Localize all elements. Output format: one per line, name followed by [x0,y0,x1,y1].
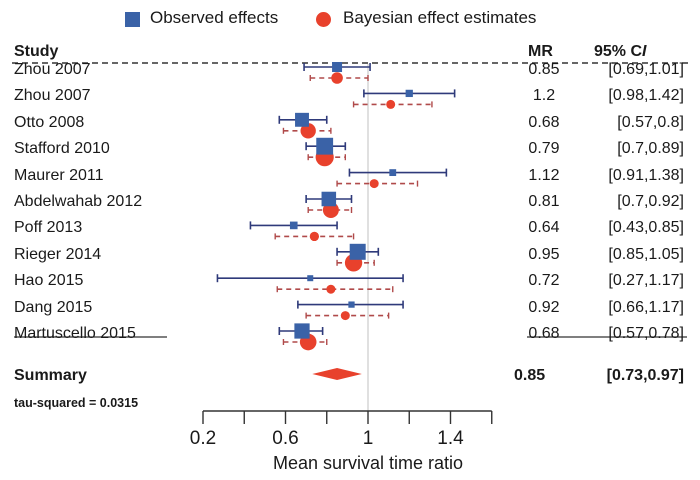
study-marks [305,191,353,218]
summary-diamond [312,368,362,380]
observed-estimate-point [389,169,397,177]
study-name: Otto 2008 [14,113,85,131]
observed-estimate-point [348,301,355,308]
study-name: Maurer 2011 [14,166,104,184]
observed-estimate-point [349,243,366,260]
legend-observed-label: Observed effects [150,8,279,27]
bayes-estimate-point [300,123,316,139]
bayes-estimate-point [386,99,396,109]
header-study: Study [14,43,59,60]
x-tick-label: 1.4 [437,428,464,449]
study-mr: 0.92 [528,298,560,316]
header-ci: 95% CI [594,43,647,60]
study-ci: [0.85,1.05] [608,245,684,263]
study-ci: [0.43,0.85] [608,219,684,237]
study-ci: [0.7,0.92] [617,193,684,210]
study-marks [249,221,355,242]
observed-estimate-point [316,137,334,155]
study-name: Stafford 2010 [14,140,110,158]
study-mr: 1.2 [532,87,556,105]
summary-ci: [0.73,0.97] [606,367,684,384]
observed-estimate-point [405,89,413,98]
study-mr: 0.64 [528,219,560,237]
study-mr: 0.81 [528,193,560,210]
study-ci: [0.7,0.89] [617,140,684,158]
study-marks [278,112,332,139]
study-marks [216,274,404,294]
x-tick-label: 0.6 [272,428,299,449]
study-name: Martuscello 2015 [14,325,136,342]
study-ci: [0.27,1.17] [608,272,684,290]
study-marks [352,89,456,109]
x-tick-label: 1 [362,428,374,449]
study-name: Poff 2013 [14,219,83,237]
study-mr: 0.79 [528,140,560,158]
study-mr: 0.95 [528,245,560,263]
study-marks [278,323,328,351]
study-mr: 0.68 [528,325,560,342]
study-name: Rieger 2014 [14,245,102,263]
study-ci: [0.98,1.42] [608,87,684,105]
study-marks [297,300,404,321]
summary-mr: 0.85 [514,367,546,384]
x-axis-label: Mean survival time ratio [272,453,464,473]
study-name: Hao 2015 [14,272,84,290]
study-ci: [0.69,1.01] [608,61,684,78]
study-mr: 0.72 [528,272,560,290]
header-mr: MR [528,43,553,60]
study-marks [336,168,448,189]
observed-estimate-point [332,62,343,72]
study-name: Zhou 2007 [14,87,91,105]
study-mr: 0.85 [528,61,560,78]
legend-bayesian-label: Bayesian effect estimates [343,8,537,27]
observed-estimate-point [295,112,309,127]
bayes-estimate-point [309,231,320,242]
observed-estimate-point [289,221,298,230]
study-marks [303,62,371,84]
observed-estimate-point [307,275,314,282]
study-ci: [0.57,0.8] [617,113,684,131]
bayes-estimate-point [340,311,350,321]
study-ci: [0.91,1.38] [608,166,684,184]
bayes-estimate-point [331,72,343,84]
legend-bayesian-marker [316,12,331,27]
tau-squared: tau-squared = 0.0315 [14,396,139,410]
study-mr: 1.12 [528,166,560,184]
study-name: Dang 2015 [14,298,93,316]
study-name: Abdelwahab 2012 [14,193,143,210]
bayes-estimate-point [326,284,336,294]
study-mr: 0.68 [528,113,560,131]
x-tick-label: 0.2 [189,428,217,449]
study-ci: [0.57,0.78] [608,325,684,342]
observed-estimate-point [321,191,337,207]
bayes-estimate-point [369,179,379,189]
summary-label: Summary [14,367,87,384]
study-marks [336,243,380,272]
study-marks [305,137,347,167]
observed-estimate-point [294,323,310,339]
legend: Observed effects Bayesian effect estimat… [0,6,700,30]
study-ci: [0.66,1.17] [608,298,684,316]
study-name: Zhou 2007 [14,61,91,78]
legend-observed-marker [125,12,140,27]
